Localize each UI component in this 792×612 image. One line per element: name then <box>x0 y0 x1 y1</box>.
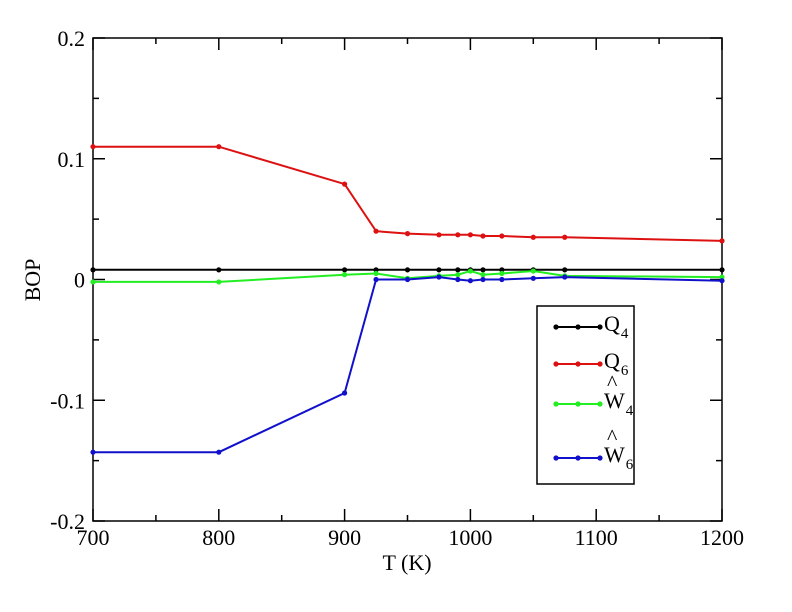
data-point <box>530 268 536 274</box>
legend-box <box>536 305 635 485</box>
legend-marker <box>553 361 559 367</box>
x-axis-label: T (K) <box>382 550 431 575</box>
data-point <box>480 233 486 239</box>
x-tick-label: 700 <box>77 525 110 550</box>
data-point <box>480 276 486 283</box>
data-point <box>216 449 222 455</box>
x-tick-label: 1000 <box>448 525 492 550</box>
legend-hat: ^ <box>607 424 618 449</box>
data-point <box>562 267 568 273</box>
y-tick-label: 0.1 <box>58 147 86 172</box>
data-point <box>480 272 486 278</box>
legend-subscript: 6 <box>621 363 629 379</box>
legend-marker <box>553 324 559 330</box>
data-point <box>562 234 568 240</box>
y-axis-label: BOP <box>20 259 45 302</box>
legend-subscript: 4 <box>626 403 634 419</box>
legend-marker <box>553 455 559 461</box>
x-tick-label: 800 <box>202 525 235 550</box>
data-point <box>467 278 473 284</box>
data-point <box>467 268 473 274</box>
data-point <box>90 144 96 150</box>
y-tick-label: -0.2 <box>50 509 85 534</box>
data-point <box>530 275 536 281</box>
legend-marker <box>575 361 581 367</box>
data-point <box>342 267 348 273</box>
data-point <box>342 390 348 396</box>
data-point <box>719 238 725 244</box>
data-point <box>90 267 96 273</box>
legend-marker <box>597 401 603 407</box>
data-point <box>373 267 379 273</box>
data-point <box>499 233 505 239</box>
series-markers <box>90 144 725 455</box>
data-point <box>216 267 222 273</box>
data-point <box>90 449 96 455</box>
x-tick-label: 1100 <box>575 525 618 550</box>
series-line-q6 <box>93 145 723 242</box>
data-point <box>216 144 222 150</box>
legend-marker <box>597 324 603 330</box>
legend-marker <box>575 324 581 330</box>
data-point <box>342 272 348 278</box>
legend-subscript: 6 <box>626 457 634 473</box>
data-point <box>480 267 486 273</box>
data-point <box>373 270 379 277</box>
data-point <box>499 276 505 283</box>
legend-hat: ^ <box>607 370 618 395</box>
data-point <box>373 276 379 283</box>
axis-ticks: 700 800 900 1000 1100 1200 -0.2 -0.1 0 0.1 0.2 <box>50 26 744 550</box>
data-point <box>436 267 442 273</box>
data-point <box>562 274 568 280</box>
x-tick-label: 1200 <box>700 525 744 550</box>
data-point <box>499 267 505 273</box>
data-point <box>404 267 411 273</box>
data-point <box>373 228 379 234</box>
data-point <box>404 276 411 283</box>
data-point <box>436 232 442 238</box>
data-point <box>467 232 473 238</box>
y-tick-label: 0.2 <box>58 26 86 51</box>
data-point <box>436 274 442 280</box>
data-point <box>719 278 725 284</box>
y-tick-label: -0.1 <box>50 388 85 413</box>
x-tick-label: 900 <box>328 525 361 550</box>
legend-marker <box>597 361 603 367</box>
legend-marker <box>575 455 581 461</box>
legend-marker <box>575 401 581 407</box>
legend-marker <box>597 455 603 461</box>
data-point <box>90 279 96 285</box>
y-tick-label: 0 <box>74 268 85 293</box>
data-point <box>719 267 725 273</box>
data-point <box>530 234 536 240</box>
legend-marker <box>553 401 559 407</box>
legend-subscript: 4 <box>621 326 629 342</box>
data-point <box>216 279 222 285</box>
data-point <box>404 231 411 237</box>
data-point <box>499 270 505 277</box>
data-point <box>455 232 461 238</box>
data-point <box>455 267 461 273</box>
data-point <box>455 272 461 278</box>
data-point <box>342 181 348 187</box>
data-point <box>455 276 461 283</box>
data-point <box>719 274 725 280</box>
